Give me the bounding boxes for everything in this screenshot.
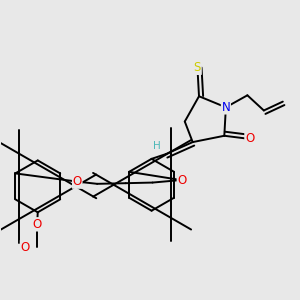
Text: O: O <box>245 132 254 146</box>
Text: O: O <box>177 173 187 187</box>
Text: S: S <box>194 61 201 74</box>
Text: O: O <box>73 175 82 188</box>
Text: O: O <box>32 218 42 231</box>
Text: H: H <box>153 141 161 151</box>
Text: O: O <box>20 241 30 254</box>
Text: N: N <box>221 101 230 114</box>
